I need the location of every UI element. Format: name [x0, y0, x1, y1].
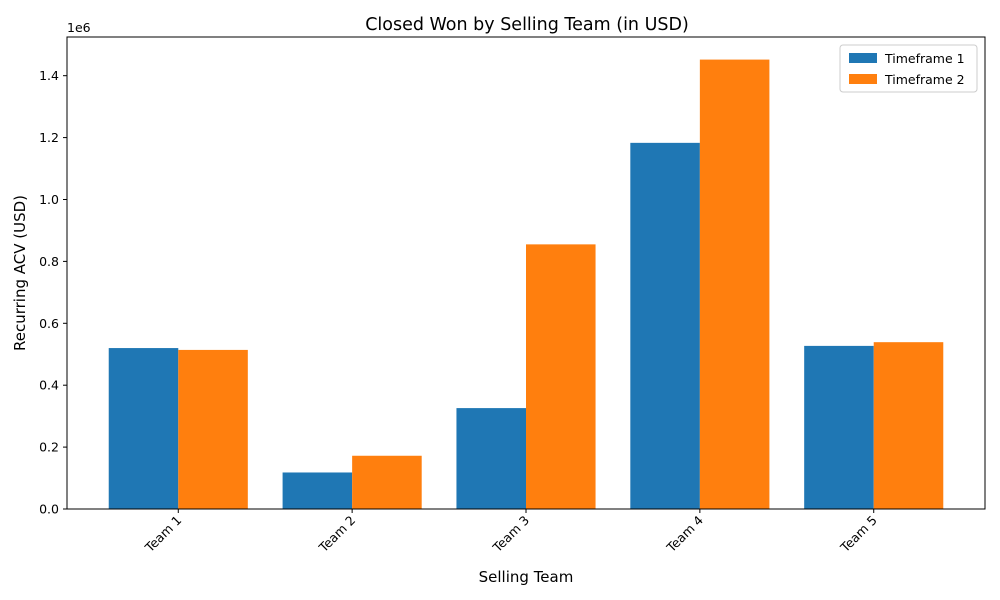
legend-label: Timeframe 1	[884, 51, 965, 66]
y-tick-label: 0.2	[39, 440, 59, 455]
bar-team-5-series-1	[804, 345, 874, 509]
y-tick-label: 0.8	[39, 254, 59, 269]
chart-title: Closed Won by Selling Team (in USD)	[365, 15, 689, 35]
bar-team-1-series-1	[108, 348, 179, 509]
legend-swatch	[849, 53, 877, 63]
x-tick-label: Team 5	[837, 513, 880, 556]
y-axis-offset-text: 1e6	[67, 20, 91, 35]
x-tick-label: Team 4	[663, 512, 706, 555]
y-tick-label: 0.4	[39, 378, 59, 393]
legend-label: Timeframe 2	[884, 72, 965, 87]
y-tick-label: 0.0	[39, 502, 59, 517]
bar-team-3-series-1	[456, 408, 526, 509]
plot-area: 0.0 0.2 0.4 0.6 0.8 1.0 1.2 1.4 Team 1 Team 2 Team…	[39, 36, 986, 556]
x-tick-label: Team 1	[141, 513, 184, 556]
x-tick-label: Team 2	[315, 513, 358, 556]
y-tick-label: 1.2	[39, 130, 59, 145]
x-axis-label: Selling Team	[479, 568, 574, 586]
legend-swatch	[849, 74, 877, 84]
bar-team-5-series-2	[873, 342, 944, 509]
y-axis-label: Recurring ACV (USD)	[11, 195, 29, 351]
x-tick-label: Team 3	[489, 513, 532, 556]
bar-team-4-series-2	[699, 59, 770, 510]
y-tick-label: 0.6	[39, 316, 59, 331]
legend: Timeframe 1 Timeframe 2	[839, 44, 978, 93]
bar-team-4-series-1	[630, 142, 700, 509]
bar-team-2-series-1	[282, 472, 353, 509]
y-tick-label: 1.0	[39, 192, 59, 207]
bar-team-3-series-2	[526, 244, 596, 509]
bar-team-2-series-2	[352, 455, 422, 509]
y-tick-label: 1.4	[39, 68, 59, 83]
bar-team-1-series-2	[178, 349, 248, 509]
